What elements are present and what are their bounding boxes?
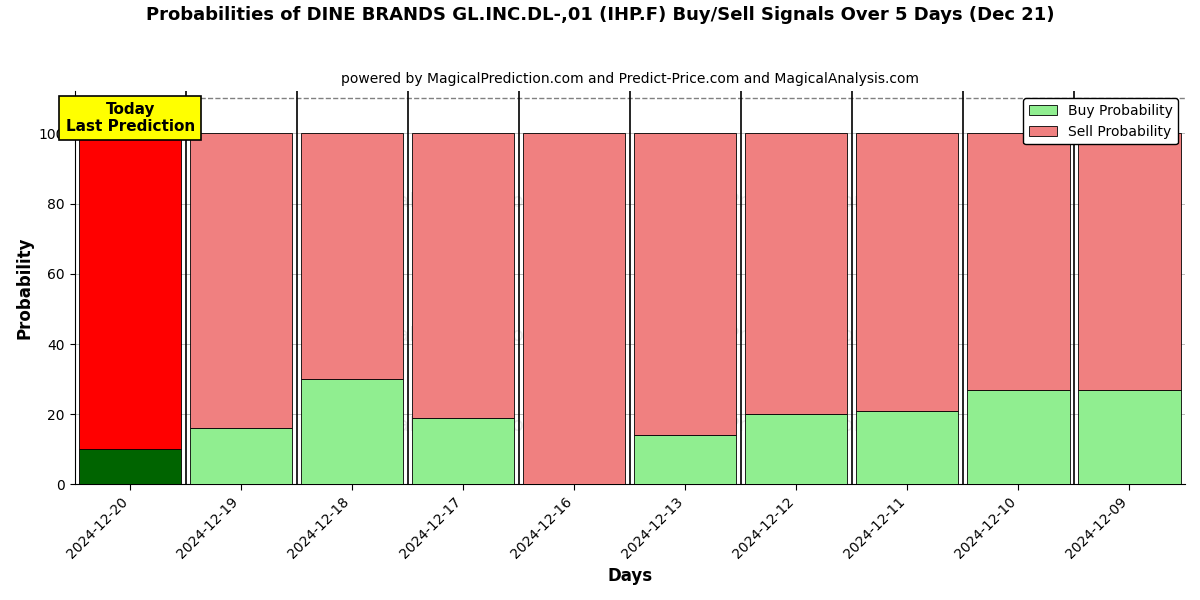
Text: Today
Last Prediction: Today Last Prediction (66, 102, 194, 134)
Bar (301, 379, 403, 484)
Y-axis label: Probability: Probability (16, 236, 34, 339)
Bar (79, 133, 181, 449)
Bar (745, 414, 847, 484)
Bar (190, 133, 293, 428)
X-axis label: Days: Days (607, 567, 653, 585)
Bar (523, 133, 625, 484)
Bar (745, 133, 847, 414)
Bar (412, 418, 515, 484)
Text: Probabilities of DINE BRANDS GL.INC.DL-,01 (IHP.F) Buy/Sell Signals Over 5 Days : Probabilities of DINE BRANDS GL.INC.DL-,… (145, 6, 1055, 24)
Text: MagicalPrediction.com: MagicalPrediction.com (653, 326, 872, 344)
Text: MagicalAnalysis.com: MagicalAnalysis.com (340, 416, 542, 435)
Bar (857, 411, 959, 484)
Bar (635, 436, 737, 484)
Title: powered by MagicalPrediction.com and Predict-Price.com and MagicalAnalysis.com: powered by MagicalPrediction.com and Pre… (341, 72, 919, 86)
Bar (1079, 389, 1181, 484)
Text: MagicalAnalysis.com: MagicalAnalysis.com (340, 326, 542, 344)
Bar (635, 133, 737, 436)
Bar (79, 449, 181, 484)
Text: MagicalPrediction.com: MagicalPrediction.com (653, 416, 872, 435)
Text: MagicalAnalysis.com: MagicalAnalysis.com (340, 192, 542, 211)
Legend: Buy Probability, Sell Probability: Buy Probability, Sell Probability (1024, 98, 1178, 145)
Bar (190, 428, 293, 484)
Bar (301, 133, 403, 379)
Bar (1079, 133, 1181, 389)
Bar (412, 133, 515, 418)
Text: MagicalPrediction.com: MagicalPrediction.com (653, 192, 872, 211)
Bar (967, 133, 1069, 389)
Bar (857, 133, 959, 411)
Bar (967, 389, 1069, 484)
